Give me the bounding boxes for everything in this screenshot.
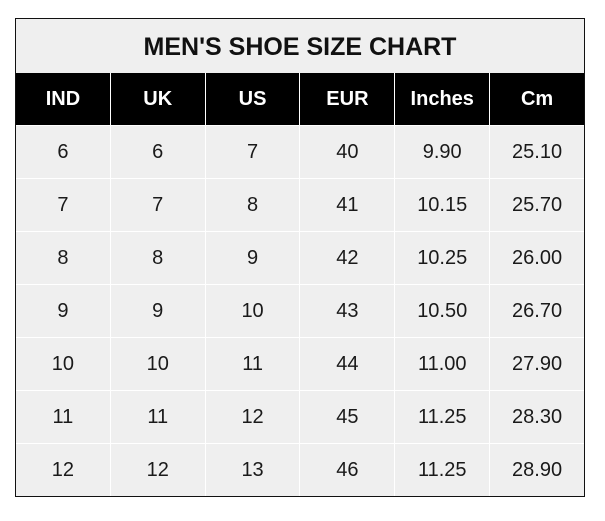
column-header-eur: EUR <box>300 73 396 125</box>
table-cell-inches: 10.50 <box>395 285 491 337</box>
table-cell-cm: 27.90 <box>512 352 563 375</box>
table-cell-inches: 11.25 <box>395 391 491 443</box>
header-row: IND UK US EUR Inches Cm <box>16 73 584 125</box>
table-body: 6 6 7 40 9.90 25.10 7 7 8 41 10.15 25.70 8 8 9 42 10.25 2… <box>16 125 584 496</box>
table-cell-uk: 11 <box>111 391 206 443</box>
table-cell-ind: 8 <box>16 232 111 284</box>
table-cell-eur: 46 <box>300 444 396 496</box>
table-title: MEN'S SHOE SIZE CHART <box>16 19 584 73</box>
table-cell-inches: 10.25 <box>395 232 491 284</box>
table-cell-cm: 28.90 <box>512 458 563 481</box>
table-cell-cm: 26.70 <box>512 299 563 322</box>
table-cell-eur: 45 <box>300 391 396 443</box>
table-cell-cm: 25.10 <box>512 140 563 163</box>
table-cell-us: 11 <box>206 338 301 390</box>
table-row: 6 6 7 40 9.90 25.10 <box>16 125 584 178</box>
table-row: 10 10 11 44 11.00 27.90 <box>16 337 584 390</box>
table-cell-uk: 9 <box>111 285 206 337</box>
table-cell-eur: 41 <box>300 179 396 231</box>
table-cell-inches: 9.90 <box>395 126 491 178</box>
table-cell-ind: 6 <box>16 126 111 178</box>
table-cell-ind: 7 <box>16 179 111 231</box>
table-cell-ind: 10 <box>16 338 111 390</box>
table-row: 8 8 9 42 10.25 26.00 <box>16 231 584 284</box>
table-cell-us: 7 <box>206 126 301 178</box>
table-cell-us: 13 <box>206 444 301 496</box>
table-cell-ind: 11 <box>16 391 111 443</box>
table-row: 7 7 8 41 10.15 25.70 <box>16 178 584 231</box>
table-cell-eur: 44 <box>300 338 396 390</box>
shoe-size-table: MEN'S SHOE SIZE CHART IND UK US EUR Inches Cm… <box>15 18 585 497</box>
table-cell-inches: 11.00 <box>395 338 491 390</box>
table-cell-cm: 26.00 <box>512 246 563 269</box>
table-cell-inches: 11.25 <box>395 444 491 496</box>
column-header-cm: Cm <box>520 87 554 110</box>
table-cell-us: 8 <box>206 179 301 231</box>
table-cell-uk: 8 <box>111 232 206 284</box>
table-cell-uk: 6 <box>111 126 206 178</box>
table-cell-eur: 42 <box>300 232 396 284</box>
table-cell-us: 9 <box>206 232 301 284</box>
table-row: 9 9 10 43 10.50 26.70 <box>16 284 584 337</box>
table-cell-uk: 7 <box>111 179 206 231</box>
column-header-inches: Inches <box>395 73 491 125</box>
table-cell-eur: 40 <box>300 126 396 178</box>
table-cell-cm: 28.30 <box>512 405 563 428</box>
table-cell-cm: 25.70 <box>512 193 563 216</box>
column-header-ind: IND <box>16 73 111 125</box>
table-cell-eur: 43 <box>300 285 396 337</box>
table-cell-ind: 12 <box>16 444 111 496</box>
table-cell-ind: 9 <box>16 285 111 337</box>
table-cell-uk: 12 <box>111 444 206 496</box>
table-row: 12 12 13 46 11.25 28.90 <box>16 443 584 496</box>
table-cell-us: 10 <box>206 285 301 337</box>
table-cell-inches: 10.15 <box>395 179 491 231</box>
table-cell-us: 12 <box>206 391 301 443</box>
table-cell-uk: 10 <box>111 338 206 390</box>
column-header-uk: UK <box>111 73 206 125</box>
table-row: 11 11 12 45 11.25 28.30 <box>16 390 584 443</box>
column-header-us: US <box>206 73 301 125</box>
